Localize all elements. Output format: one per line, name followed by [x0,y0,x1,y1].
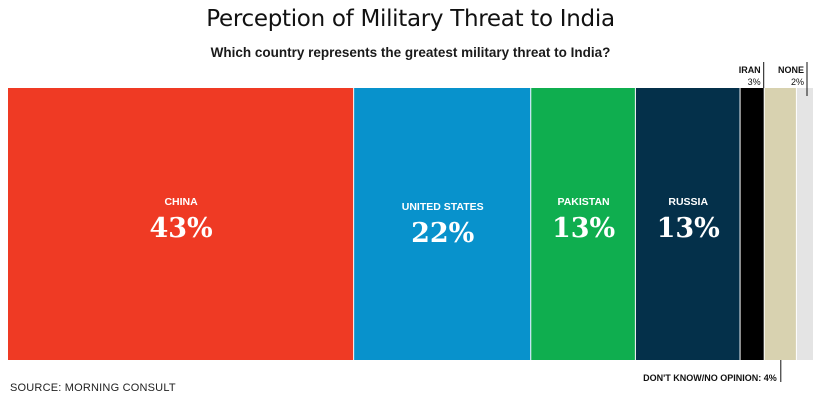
category-label-united-states: UNITED STATES [402,201,484,213]
value-label-none: 2% [791,77,804,87]
bar-none [796,88,813,360]
chart-title: Perception of Military Threat to India [206,6,615,32]
chart-subtitle: Which country represents the greatest mi… [210,45,611,60]
bar-russia [635,88,741,360]
value-label-china: 43% [149,213,212,244]
value-label-iran: 3% [748,77,761,87]
bar-china [8,88,355,360]
category-label-china: CHINA [164,196,198,208]
category-label-russia: RUSSIA [668,196,708,208]
category-label-dont-know: DON'T KNOW/NO OPINION: 4% [643,373,777,383]
category-label-iran: IRAN [739,65,761,75]
value-label-russia: 13% [657,213,720,244]
bar-united-states [354,88,532,360]
bar-don-t-know-no-opinion [764,88,797,360]
bar-pakistan [531,88,636,360]
source-note: SOURCE: MORNING CONSULT [10,382,176,394]
value-label-united-states: 22% [411,218,474,249]
category-label-pakistan: PAKISTAN [558,196,610,208]
value-label-pakistan: 13% [552,213,615,244]
category-label-none: NONE [778,65,804,75]
bar-iran [740,88,765,360]
